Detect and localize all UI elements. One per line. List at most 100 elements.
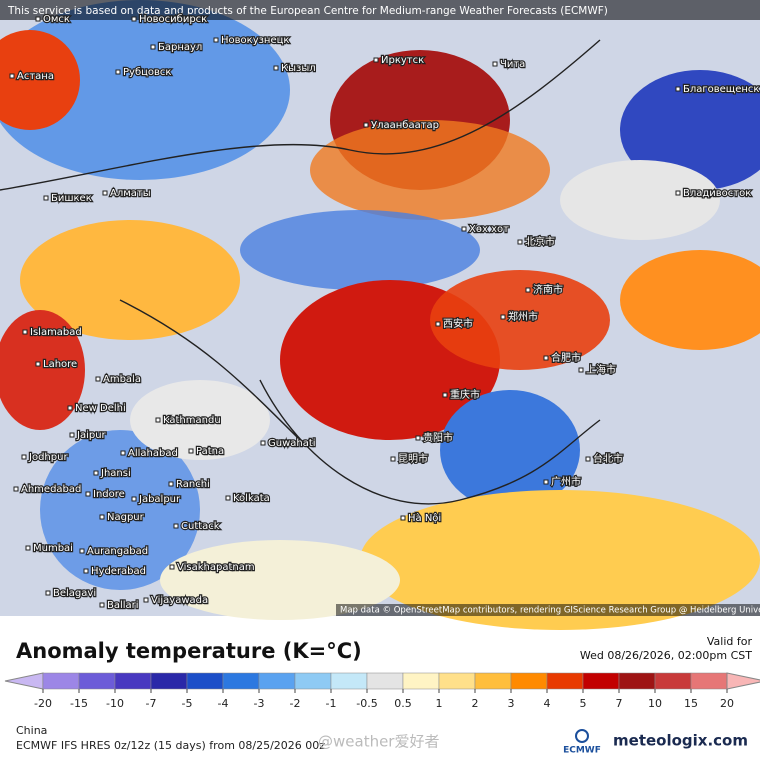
city-label: Кызыл [281,63,316,74]
city-label: Jaipur [76,430,107,441]
city-label: 台北市 [593,452,623,465]
border-line [0,39,601,505]
city-label: Jhansi [100,468,131,479]
colorbar-segment [150,672,188,690]
city-marker [102,190,108,196]
logo-ecmwf: ECMWF [563,746,601,756]
city-marker [45,590,51,596]
city-label: Новокузнецк [221,35,289,46]
city-marker [173,523,179,529]
city-marker [83,568,89,574]
colorbar-segment [690,672,728,690]
city-marker [213,37,219,43]
city-label: 济南市 [533,283,563,296]
city-marker [442,392,448,398]
colorbar-tick-label: 7 [616,697,623,710]
city-label: Новосибирск [139,14,207,25]
colorbar-tick-label: 15 [684,697,698,710]
city-label: 昆明市 [398,452,428,465]
colorbar-segment [222,672,260,690]
anomaly-area [620,70,760,190]
anomaly-area [560,160,720,240]
city-label: Алматы [110,188,151,199]
city-label: Lahore [43,359,77,370]
city-label: 上海市 [586,363,616,376]
city-marker [260,440,266,446]
city-labels: Омск Новосибирск Астана Барнаул Новокузнецк Р… [9,13,760,612]
valid-time: Wed 08/26/2026, 02:00pm CST [580,649,752,662]
city-marker [188,448,194,454]
city-marker [93,470,99,476]
city-label: Иркутск [381,55,424,66]
city-marker [169,564,175,570]
colorbar-tick-label: -15 [70,697,88,710]
city-label: Бишкек [51,193,92,204]
anomaly-area [360,490,760,630]
city-marker [131,496,137,502]
city-label: Mumbai [33,543,73,554]
city-marker [150,44,156,50]
city-marker [373,57,379,63]
city-label: Ranchi [176,479,210,490]
logo-icon [575,729,589,743]
colorbar-segment [42,672,80,690]
colorbar-tick-label: -7 [146,697,157,710]
city-label: Ambala [103,374,141,385]
colorbar-segment [582,672,620,690]
anomaly-area [620,250,760,350]
city-label: Jabalpur [138,494,181,505]
attribution-background [336,604,760,616]
colorbar-segment [366,672,404,690]
colorbar-tick-label: -2 [290,697,301,710]
colorbar-tick-label: -20 [34,697,52,710]
colorbar-tick-label: -10 [106,697,124,710]
colorbar-arrow [726,672,760,690]
city-marker [500,314,506,320]
city-label: Владивосток [683,188,751,199]
city-marker [35,361,41,367]
colorbar-tick-label: 10 [648,697,662,710]
city-marker [675,190,681,196]
city-label: Patna [196,446,224,457]
logo-meteologix: meteologix.com [613,732,748,750]
city-label: Чита [500,59,525,70]
city-marker [525,287,531,293]
city-label: Омск [43,14,70,25]
colorbar-tick-label: 2 [472,697,479,710]
colorbar-segment [618,672,656,690]
city-label: 西安市 [443,317,473,330]
colorbar-segment [114,672,152,690]
colorbar-segment [78,672,116,690]
colorbar-tick-label: -4 [218,697,229,710]
colorbar-tick-label: -3 [254,697,265,710]
colorbar: -20 -15 -10 -7 -5 -4 -3 -2 -1 -0.5 0.5 1 2 3 4 5 7 10 15 20 [4,672,760,710]
city-marker [115,69,121,75]
city-label: Visakhapatnam [177,562,255,573]
legend-title: Anomaly temperature (K=°C) [16,639,362,663]
city-marker [225,495,231,501]
colorbar-segment [474,672,512,690]
colorbar-arrow [4,672,44,690]
city-marker [143,597,149,603]
city-marker [95,376,101,382]
colorbar-tick-label: -1 [326,697,337,710]
watermark: @weather爱好者 [318,733,439,751]
city-marker [168,481,174,487]
region: China [16,724,47,737]
city-marker [578,367,584,373]
city-label: Астана [17,71,54,82]
city-marker [67,405,73,411]
city-marker [79,548,85,554]
city-label: Allahabad [128,448,178,459]
city-marker [543,479,549,485]
city-label: 广州市 [551,475,581,488]
city-label: Ahmedabad [21,484,81,495]
anomaly-area [0,30,80,130]
anomaly-area [240,210,480,290]
city-marker [35,16,41,22]
anomaly-area [20,220,240,340]
city-label: Indore [93,489,125,500]
anomaly-area [430,270,610,370]
anomaly-area [130,380,270,460]
